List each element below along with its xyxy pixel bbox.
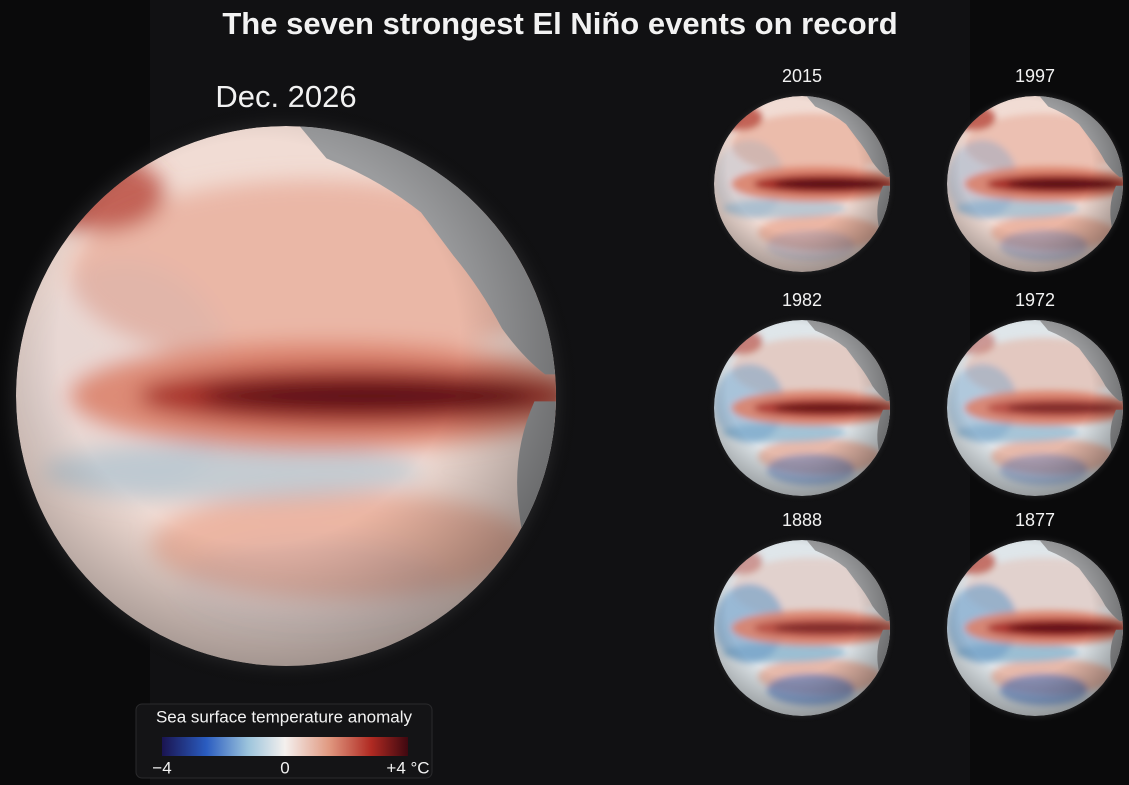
legend-tick: +4 °C (386, 758, 429, 777)
small-globe-label: 1972 (1015, 290, 1055, 310)
globe-shading (714, 96, 890, 272)
globe-shading (947, 96, 1123, 272)
small-globe-label: 1982 (782, 290, 822, 310)
globe-surface (947, 96, 1123, 272)
globe-surface (947, 320, 1123, 496)
small-globe-label: 1997 (1015, 66, 1055, 86)
small-globe-label: 1888 (782, 510, 822, 530)
globe (947, 96, 1123, 272)
legend-tick: −4 (152, 758, 171, 777)
globe (947, 320, 1123, 496)
globe (947, 540, 1123, 716)
globe-surface (714, 96, 890, 272)
globe-shading (15, 125, 557, 667)
globe-shading (947, 540, 1123, 716)
small-globe-label: 2015 (782, 66, 822, 86)
legend-title: Sea surface temperature anomaly (156, 707, 413, 726)
legend: Sea surface temperature anomaly −4 0 +4 … (135, 703, 433, 779)
globe-shading (947, 320, 1123, 496)
globe (714, 320, 890, 496)
legend-tick: 0 (280, 758, 289, 777)
small-globe-label: 1877 (1015, 510, 1055, 530)
globe-surface (714, 320, 890, 496)
globe-surface (947, 540, 1123, 716)
globe (714, 540, 890, 716)
title: The seven strongest El Niño events on re… (222, 6, 897, 41)
globe-surface (714, 540, 890, 716)
globe (714, 96, 890, 272)
globe-shading (714, 320, 890, 496)
globe-shading (714, 540, 890, 716)
color-scale (162, 737, 408, 756)
